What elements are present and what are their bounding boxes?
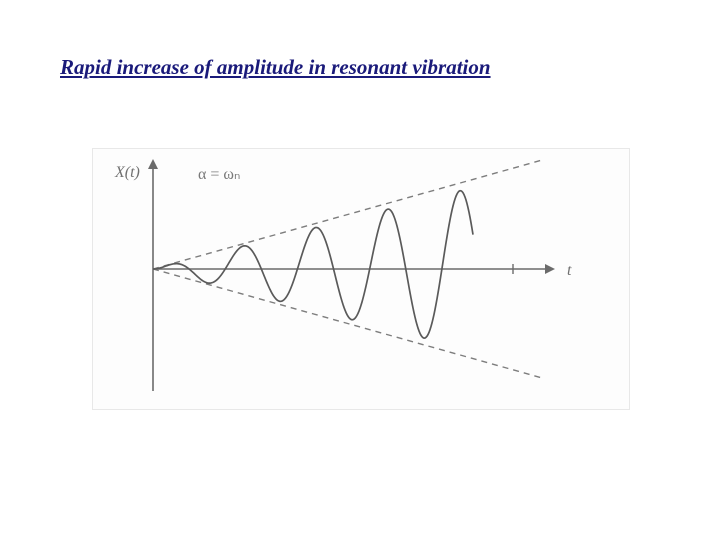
envelope-lower xyxy=(153,269,543,378)
y-axis-arrow xyxy=(148,159,158,169)
page-title: Rapid increase of amplitude in resonant … xyxy=(60,55,491,80)
resonance-figure: X(t) t α = ωₙ xyxy=(92,148,630,410)
resonance-wave xyxy=(153,191,473,338)
x-axis-label: t xyxy=(567,262,572,279)
resonance-plot-svg: X(t) t α = ωₙ xyxy=(93,149,629,409)
x-axis-arrow xyxy=(545,264,555,274)
y-axis-label: X(t) xyxy=(114,164,140,181)
resonance-annotation: α = ωₙ xyxy=(198,166,240,183)
